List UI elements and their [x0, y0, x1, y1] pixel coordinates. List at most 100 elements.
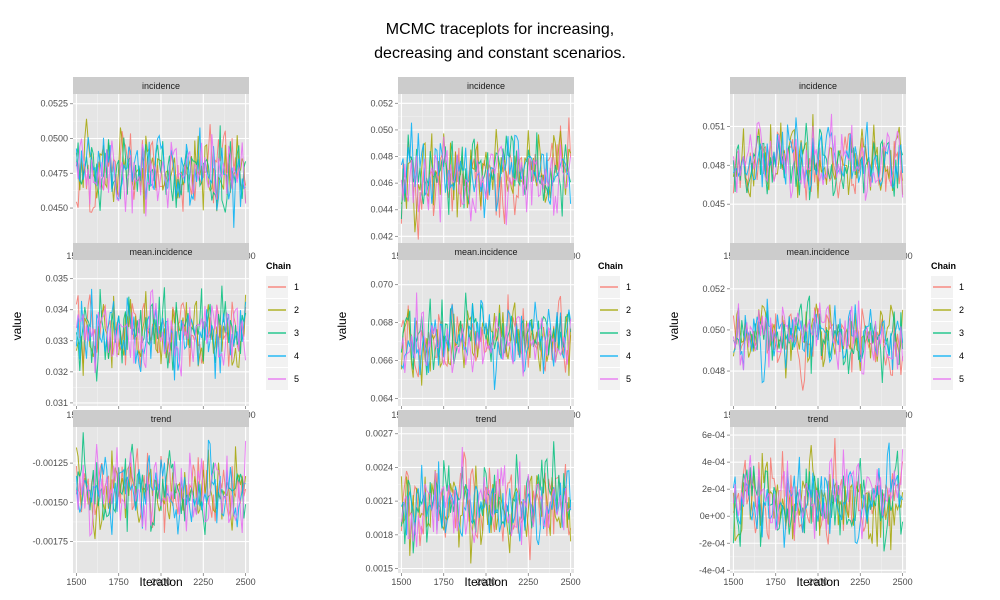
panel-mean.incidence: mean.incidence0.0310.0320.0330.0340.0351… — [45, 243, 256, 420]
trace-line-chain-5 — [75, 288, 247, 377]
legend-label: 1 — [959, 282, 964, 292]
legend-title: Chain — [266, 261, 291, 271]
x-axis-title: Iteration — [464, 575, 507, 589]
legend-label: 4 — [626, 351, 631, 361]
panel-incidence: incidence0.0450.0480.0511500175020002250… — [702, 77, 913, 261]
legend-label: 4 — [294, 351, 299, 361]
strip-label: incidence — [799, 81, 837, 91]
legend: Chain 1 2 3 4 5 — [598, 261, 631, 390]
trace-line-chain-3 — [732, 122, 904, 201]
legend-title: Chain — [931, 261, 956, 271]
chart-title-line-2: decreasing and constant scenarios. — [374, 45, 626, 62]
trace-column-3: incidence0.0450.0480.0511500175020002250… — [667, 77, 964, 589]
x-tick-label: 1500 — [391, 577, 411, 587]
strip-label: mean.incidence — [454, 247, 517, 257]
legend-label: 5 — [626, 374, 631, 384]
y-tick-label: -0.00125 — [32, 458, 68, 468]
y-tick-label: 0.046 — [370, 178, 393, 188]
y-tick-label: -0.00175 — [32, 537, 68, 547]
x-axis-title: Iteration — [139, 575, 182, 589]
y-tick-label: 0.048 — [702, 366, 725, 376]
legend: Chain 1 2 3 4 5 — [266, 261, 299, 390]
y-tick-label: 0.0024 — [365, 462, 393, 472]
y-tick-label: -0.00150 — [32, 497, 68, 507]
x-tick-label: 2250 — [193, 577, 213, 587]
x-tick-label: 2500 — [893, 577, 913, 587]
x-tick-label: 2000 — [808, 577, 828, 587]
x-tick-label: 2000 — [151, 577, 171, 587]
y-tick-label: 0.0475 — [40, 168, 68, 178]
y-tick-label: 0.0450 — [40, 203, 68, 213]
strip-label: trend — [476, 414, 497, 424]
strip-background — [398, 77, 574, 94]
y-tick-label: 0.068 — [370, 318, 393, 328]
x-tick-label: 2250 — [518, 577, 538, 587]
trace-line-chain-5 — [400, 292, 572, 377]
legend-label: 2 — [294, 305, 299, 315]
panel-mean.incidence: mean.incidence0.0640.0660.0680.070150017… — [370, 243, 581, 420]
strip-background — [73, 410, 249, 427]
legend-label: 2 — [626, 305, 631, 315]
y-tick-label: 0.0018 — [365, 530, 393, 540]
y-tick-label: 0.032 — [45, 367, 68, 377]
y-tick-label: -4e-04 — [699, 565, 725, 575]
y-tick-label: 0.052 — [370, 98, 393, 108]
legend-label: 2 — [959, 305, 964, 315]
y-tick-label: 0.050 — [370, 125, 393, 135]
trace-line-chain-3 — [400, 441, 572, 554]
legend-label: 3 — [626, 328, 631, 338]
panel-incidence: incidence0.04500.04750.05000.05251500175… — [40, 77, 256, 261]
strip-label: incidence — [142, 81, 180, 91]
strip-label: mean.incidence — [786, 247, 849, 257]
trace-line-chain-4 — [75, 439, 246, 535]
legend-title: Chain — [598, 261, 623, 271]
y-tick-label: 0.035 — [45, 274, 68, 284]
x-tick-label: 2500 — [236, 577, 256, 587]
legend-label: 1 — [294, 282, 299, 292]
trace-line-chain-4 — [732, 442, 904, 548]
y-tick-label: 2e-04 — [702, 484, 725, 494]
panel-trend: trend -0.00175 -0.00150 -0.00125 1500 1750 200… — [32, 410, 256, 587]
y-tick-label: 0.064 — [370, 393, 393, 403]
legend-label: 3 — [294, 328, 299, 338]
panel-incidence: incidence0.0420.0440.0460.0480.0500.0521… — [370, 77, 581, 261]
panel-mean.incidence: mean.incidence0.0480.0500.05215001750200… — [702, 243, 913, 420]
strip-background — [398, 410, 574, 427]
y-axis-title: value — [667, 311, 681, 340]
y-tick-label: 0e+00 — [700, 511, 725, 521]
strip-label: trend — [151, 414, 172, 424]
legend-label: 3 — [959, 328, 964, 338]
x-tick-label: 2000 — [476, 577, 496, 587]
legend: Chain 1 2 3 4 5 — [931, 261, 964, 390]
legend-label: 4 — [959, 351, 964, 361]
trace-line-chain-5 — [75, 440, 247, 538]
y-tick-label: 0.050 — [702, 325, 725, 335]
y-axis-title: value — [335, 311, 349, 340]
trace-line-chain-5 — [400, 446, 571, 548]
trace-line-chain-4 — [75, 127, 246, 228]
y-tick-label: 0.0525 — [40, 99, 68, 109]
chart-title-line-1: MCMC traceplots for increasing, — [385, 21, 615, 38]
strip-background — [730, 243, 906, 260]
trace-column-2: incidence 0.042 0.044 0.046 0.048 0.050 0.052 1… — [335, 77, 631, 589]
legend-label: 1 — [626, 282, 631, 292]
y-tick-label: 0.0021 — [365, 496, 393, 506]
y-tick-label: 0.052 — [702, 284, 725, 294]
x-axis-title: Iteration — [796, 575, 839, 589]
strip-label: trend — [808, 414, 829, 424]
strip-background — [73, 243, 249, 260]
y-tick-label: 0.048 — [702, 160, 725, 170]
y-tick-label: 0.034 — [45, 305, 68, 315]
panel-trend: trend -4e-04 -2e-04 0e+00 2e-04 4e-04 6e-04 150… — [699, 410, 913, 587]
x-tick-label: 1750 — [434, 577, 454, 587]
y-tick-label: 0.045 — [702, 199, 725, 209]
y-tick-label: 0.051 — [702, 121, 725, 131]
x-tick-label: 2500 — [561, 577, 581, 587]
legend-label: 5 — [294, 374, 299, 384]
strip-background — [73, 77, 249, 94]
y-tick-label: 0.0015 — [365, 564, 393, 574]
strip-label: incidence — [467, 81, 505, 91]
trace-line-chain-5 — [732, 113, 904, 201]
x-tick-label: 1500 — [66, 577, 86, 587]
